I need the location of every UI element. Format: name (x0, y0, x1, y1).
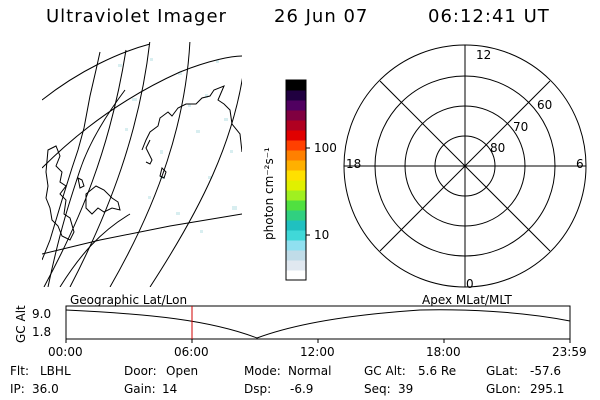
geographic-map (42, 42, 242, 287)
glat-value: -57.6 (530, 364, 562, 378)
colorbar-segment (286, 130, 306, 141)
colorbar-segment (286, 90, 306, 101)
ip-label: IP: (10, 382, 25, 396)
y-tick-9: 9.0 (32, 307, 52, 321)
color-bar (285, 79, 310, 281)
mlat-label-60: 60 (537, 98, 553, 112)
colorbar-frame (285, 79, 307, 281)
colorbar-segment (286, 270, 306, 281)
polar-mlat-mlt-plot (343, 44, 587, 288)
map-noise (118, 58, 237, 233)
x-tick-1800: 18:00 (426, 345, 461, 359)
time-label: 06:12:41 UT (428, 6, 550, 27)
filter-value: LBHL (40, 364, 71, 378)
colorbar-segment (286, 250, 306, 261)
mode-value: Normal (288, 364, 332, 378)
mlat-label-70: 70 (513, 120, 529, 134)
colorbar-segment (286, 170, 306, 181)
glon-label: GLon: (486, 382, 521, 396)
gc-alt-label: GC Alt: (364, 364, 406, 378)
filter-label: Flt: (10, 364, 29, 378)
colorbar-segment (286, 80, 306, 91)
colorbar-segment (286, 110, 306, 121)
dsp-label: Dsp: (244, 382, 272, 396)
x-tick-0000: 00:00 (48, 345, 83, 359)
ip-value: 36.0 (32, 382, 59, 396)
colorbar-segment (286, 230, 306, 241)
geographic-lat-lon-label: Geographic Lat/Lon (70, 293, 188, 307)
colorbar-segment (286, 150, 306, 161)
gain-value: 14 (162, 382, 178, 396)
colorbar-segment (286, 260, 306, 271)
door-value: Open (166, 364, 199, 378)
glat-label: GLat: (486, 364, 519, 378)
colorbar-segment (286, 160, 306, 171)
date-label: 26 Jun 07 (274, 6, 369, 27)
colorbar-tick-10: 10 (314, 228, 330, 242)
mlt-label-18: 18 (346, 157, 362, 171)
seq-value: 39 (398, 382, 414, 396)
dsp-value: -6.9 (290, 382, 314, 396)
gc-altitude-curve (65, 309, 571, 339)
mode-label: Mode: (244, 364, 281, 378)
mlt-label-12: 12 (476, 48, 492, 62)
x-tick-1200: 12:00 (300, 345, 335, 359)
colorbar-segment (286, 190, 306, 201)
colorbar-segment (286, 100, 306, 111)
instrument-title: Ultraviolet Imager (46, 6, 227, 27)
colorbar-unit-label: photon cm⁻²s⁻¹ (262, 147, 276, 240)
mlt-label-0: 0 (466, 277, 474, 291)
colorbar-segment (286, 220, 306, 231)
mlat-label-80: 80 (490, 141, 506, 155)
colorbar-segment (286, 140, 306, 151)
colorbar-segment (286, 240, 306, 251)
gc-alt-value: 5.6 Re (418, 364, 457, 378)
door-label: Door: (124, 364, 157, 378)
colorbar-tick-100: 100 (314, 141, 337, 155)
seq-label: Seq: (364, 382, 391, 396)
gain-label: Gain: (124, 382, 156, 396)
colorbar-segment (286, 210, 306, 221)
glon-value: 295.1 (530, 382, 565, 396)
apex-mlat-mlt-label: Apex MLat/MLT (422, 293, 512, 307)
y-tick-1-8: 1.8 (32, 325, 52, 339)
colorbar-segment (286, 180, 306, 191)
mlt-label-6: 6 (576, 157, 584, 171)
gc-alt-axis-label: GC Alt (14, 305, 28, 343)
colorbar-segment (286, 200, 306, 211)
x-tick-2359: 23:59 (552, 345, 587, 359)
timeline-plot (65, 305, 571, 343)
colorbar-segment (286, 120, 306, 131)
x-tick-0600: 06:00 (174, 345, 209, 359)
